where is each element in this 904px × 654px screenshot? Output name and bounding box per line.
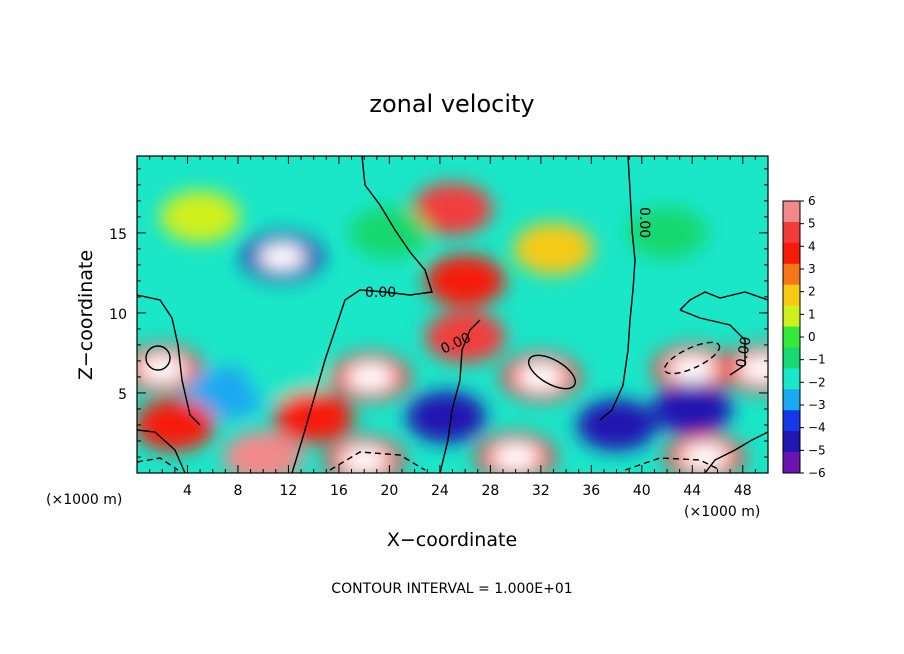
- x-axis-ticks: 4 8 12 16 20 24 28 32 36 40 44 48: [149, 156, 756, 499]
- contour-positive-left: [145, 345, 171, 371]
- colorbar-label: 4: [808, 239, 816, 253]
- contour-negative-bottom-left: [137, 457, 179, 471]
- field-feature: [248, 350, 329, 403]
- field-feature: [652, 382, 733, 435]
- colorbar-segment: [783, 221, 800, 244]
- field-feature: [185, 366, 266, 419]
- colorbar-segment: [783, 368, 800, 390]
- contour-label-4: 0.00: [733, 335, 754, 368]
- contour-zero-upper-left: [137, 294, 201, 426]
- contour-label-3: 0.00: [636, 207, 652, 238]
- velocity-field: [137, 182, 768, 473]
- x-tick-label: 32: [532, 483, 550, 499]
- chart-title: zonal velocity: [369, 90, 534, 118]
- colorbar-label: −4: [808, 421, 826, 435]
- colorbar: 6 5 4 3 2 1 0 −1 −2 −3 −4 −5 −6: [782, 194, 826, 480]
- colorbar-label: −2: [808, 375, 826, 389]
- colorbar-segment: [783, 242, 800, 265]
- y-axis-label: Z−coordinate: [75, 250, 97, 380]
- colorbar-segment: [783, 410, 800, 432]
- colorbar-label: −3: [808, 398, 826, 412]
- field-feature: [406, 390, 487, 443]
- contour-zero-right-low: [704, 431, 768, 473]
- contour-lines: [137, 156, 768, 473]
- contour-label-1: 0.00: [365, 285, 396, 301]
- field-feature: [349, 206, 430, 259]
- x-tick-label: 40: [633, 483, 651, 499]
- contour-zero-mid: [439, 319, 481, 473]
- x-tick-label: 20: [380, 483, 398, 499]
- x-tick-label: 12: [280, 483, 298, 499]
- field-feature: [412, 182, 493, 235]
- contour-interval-note: CONTOUR INTERVAL = 1.000E+01: [331, 581, 572, 597]
- field-feature: [627, 206, 708, 259]
- field-feature: [137, 398, 215, 451]
- colorbar-segment: [783, 326, 800, 348]
- x-tick-label: 16: [330, 483, 348, 499]
- colorbar-label: −5: [808, 443, 826, 457]
- colorbar-segment: [783, 305, 800, 328]
- colorbar-label: 1: [808, 307, 816, 321]
- contour-zero-right-upper: [679, 291, 768, 311]
- colorbar-label: 5: [808, 217, 816, 231]
- x-tick-label: 28: [481, 483, 499, 499]
- x-tick-label: 24: [431, 483, 449, 499]
- x-tick-label: 44: [683, 483, 701, 499]
- x-tick-label: 36: [582, 483, 600, 499]
- plot-area: [137, 156, 768, 473]
- contour-zero-upper: [291, 156, 433, 473]
- field-feature: [223, 430, 304, 473]
- y-axis-ticks: 5 10 15: [109, 168, 768, 458]
- field-feature: [425, 310, 506, 363]
- colorbar-segment: [783, 347, 800, 369]
- field-feature: [258, 242, 307, 271]
- colorbar-segment: [783, 431, 800, 453]
- x-tick-label: 4: [183, 483, 192, 499]
- y-tick-label: 10: [109, 307, 127, 323]
- x-axis-label: X−coordinate: [387, 529, 517, 551]
- x-tick-label: 8: [233, 483, 242, 499]
- field-feature: [346, 362, 395, 391]
- colorbar-segment: [783, 389, 800, 411]
- colorbar-segment: [783, 201, 800, 223]
- field-feature: [160, 190, 241, 243]
- colorbar-label: 0: [808, 330, 816, 344]
- x-unit-label-left: (×1000 m): [46, 492, 122, 508]
- contour-negative-bottom-mid: [329, 451, 426, 471]
- contour-zero-right-mid: [679, 309, 746, 376]
- field-feature: [576, 398, 657, 451]
- field-feature: [513, 222, 594, 275]
- field-feature: [680, 442, 729, 471]
- colorbar-segment: [783, 284, 800, 307]
- y-tick-label: 15: [109, 227, 127, 243]
- x-unit-label-right: (×1000 m): [684, 504, 760, 520]
- contour-positive-center-right: [527, 354, 577, 390]
- contour-left-low: [137, 429, 186, 473]
- colorbar-label: −1: [808, 353, 826, 367]
- y-tick-label: 5: [118, 387, 127, 403]
- colorbar-label: −6: [808, 466, 826, 480]
- field-feature: [516, 362, 565, 391]
- field-feature: [273, 390, 354, 443]
- colorbar-segment: [783, 452, 800, 474]
- colorbar-label: 2: [808, 285, 816, 299]
- colorbar-segment: [783, 263, 800, 286]
- field-feature: [668, 354, 717, 383]
- field-feature: [491, 442, 540, 471]
- contour-zero-right-vertical: [599, 156, 636, 421]
- colorbar-label: 3: [808, 262, 816, 276]
- contour-negative-right: [663, 341, 721, 375]
- x-tick-label: 48: [734, 483, 752, 499]
- colorbar-label: 6: [808, 194, 816, 208]
- field-feature: [425, 254, 506, 307]
